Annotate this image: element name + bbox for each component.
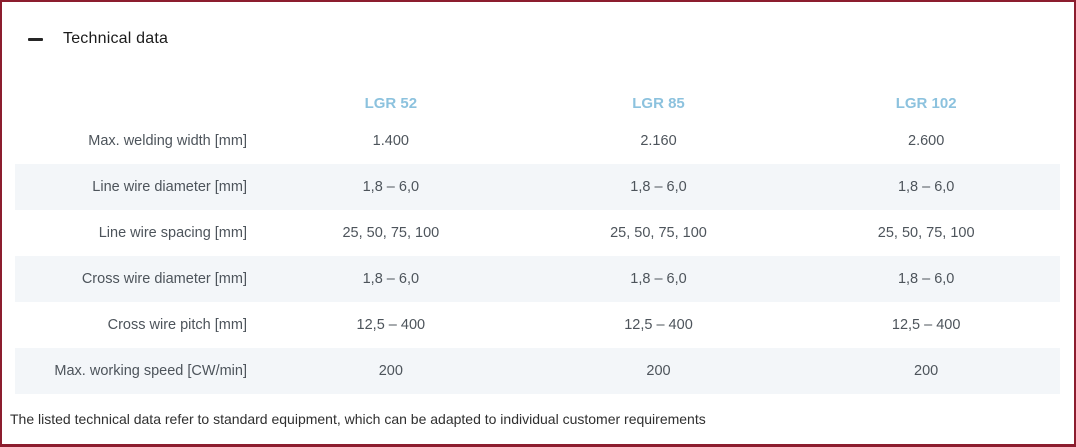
technical-data-table: LGR 52 LGR 85 LGR 102 Max. welding width… [15,88,1060,394]
row-value: 1,8 – 6,0 [897,179,955,195]
row-value: 1.400 [372,133,409,149]
row-value: 1,8 – 6,0 [897,271,955,287]
row-label: Line wire diameter [mm] [92,179,247,195]
row-value: 1,8 – 6,0 [362,271,420,287]
row-label: Max. working speed [CW/min] [54,363,247,379]
row-value: 25, 50, 75, 100 [877,225,975,241]
table-row: Cross wire pitch [mm] 12,5 – 400 12,5 – … [15,302,1060,348]
accordion-header[interactable]: Technical data [2,2,1074,48]
row-value: 2.600 [908,133,945,149]
row-value: 2.160 [640,133,677,149]
row-label: Cross wire pitch [mm] [107,317,247,333]
row-value: 200 [914,363,939,379]
row-label: Max. welding width [mm] [88,133,247,149]
row-value: 12,5 – 400 [891,317,961,333]
row-value: 1,8 – 6,0 [362,179,420,195]
table-row: Line wire spacing [mm] 25, 50, 75, 100 2… [15,210,1060,256]
table-row: Max. working speed [CW/min] 200 200 200 [15,348,1060,394]
row-label: Line wire spacing [mm] [98,225,247,241]
column-header-lgr-85: LGR 85 [632,94,685,112]
column-header-lgr-52: LGR 52 [364,94,418,112]
panel-title: Technical data [63,30,169,47]
row-value: 1,8 – 6,0 [630,179,687,195]
row-value: 200 [646,363,671,379]
panel-footer: The listed technical data refer to stand… [2,394,1074,427]
footer-note: The listed technical data refer to stand… [10,411,706,427]
table-header-row: LGR 52 LGR 85 LGR 102 [15,88,1060,118]
row-value: 25, 50, 75, 100 [610,225,707,241]
row-value: 200 [378,363,403,379]
row-value: 1,8 – 6,0 [630,271,687,287]
table-row: Cross wire diameter [mm] 1,8 – 6,0 1,8 –… [15,256,1060,302]
row-value: 12,5 – 400 [356,317,426,333]
table-row: Max. welding width [mm] 1.400 2.160 2.60… [15,118,1060,164]
row-value: 25, 50, 75, 100 [342,225,440,241]
table-row: Line wire diameter [mm] 1,8 – 6,0 1,8 – … [15,164,1060,210]
row-label: Cross wire diameter [mm] [81,271,247,287]
row-value: 12,5 – 400 [624,317,693,333]
table-body: Max. welding width [mm] 1.400 2.160 2.60… [15,118,1060,394]
column-header-lgr-102: LGR 102 [895,94,957,112]
minus-icon[interactable] [28,37,43,41]
